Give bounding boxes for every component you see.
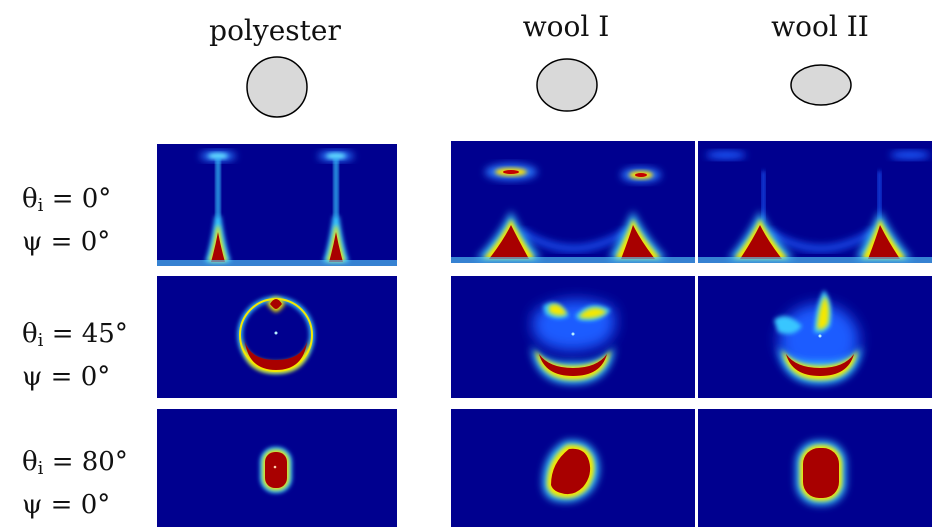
theta-value: = 45° [51, 319, 128, 349]
psi-value: = 0° [50, 227, 111, 257]
cross-section-wool-2 [790, 64, 852, 106]
heatmap-wool-1-row-1 [451, 141, 695, 263]
heatmap-polyester-row-2 [157, 276, 397, 398]
cross-section-wool-1 [536, 58, 598, 112]
spec-highlight-left [200, 151, 236, 262]
theta-subscript: i [37, 195, 44, 216]
row-label-2: θi = 45° ψ = 0° [22, 316, 128, 395]
psi-symbol: ψ [22, 490, 43, 520]
theta-symbol: θ [22, 184, 38, 214]
theta-value: = 80° [51, 447, 128, 477]
row-label-3: θi = 80° ψ = 0° [22, 444, 128, 523]
row-label-1: θi = 0° ψ = 0° [22, 181, 111, 260]
heatmap-wool-1-row-3 [451, 409, 695, 527]
column-title-polyester: polyester [209, 14, 341, 47]
spec-highlight-right [318, 151, 354, 262]
heatmap-wool-1-row-2 [451, 276, 695, 398]
theta-value: = 0° [51, 184, 112, 214]
heatmap-wool-2-row-2 [698, 276, 932, 398]
heatmap-polyester-row-1 [157, 144, 397, 266]
psi-symbol: ψ [22, 227, 43, 257]
theta-symbol: θ [22, 447, 38, 477]
theta-subscript: i [37, 458, 44, 479]
heatmap-wool-2-row-3 [698, 409, 932, 527]
heatmap-wool-2-row-1 [698, 141, 932, 263]
psi-value: = 0° [50, 490, 111, 520]
theta-subscript: i [37, 330, 44, 351]
column-title-wool-1: wool I [522, 10, 610, 43]
theta-symbol: θ [22, 319, 38, 349]
column-title-wool-2: wool II [771, 10, 869, 43]
psi-value: = 0° [50, 362, 111, 392]
heatmap-polyester-row-3 [157, 409, 397, 527]
psi-symbol: ψ [22, 362, 43, 392]
cross-section-polyester [246, 56, 308, 118]
